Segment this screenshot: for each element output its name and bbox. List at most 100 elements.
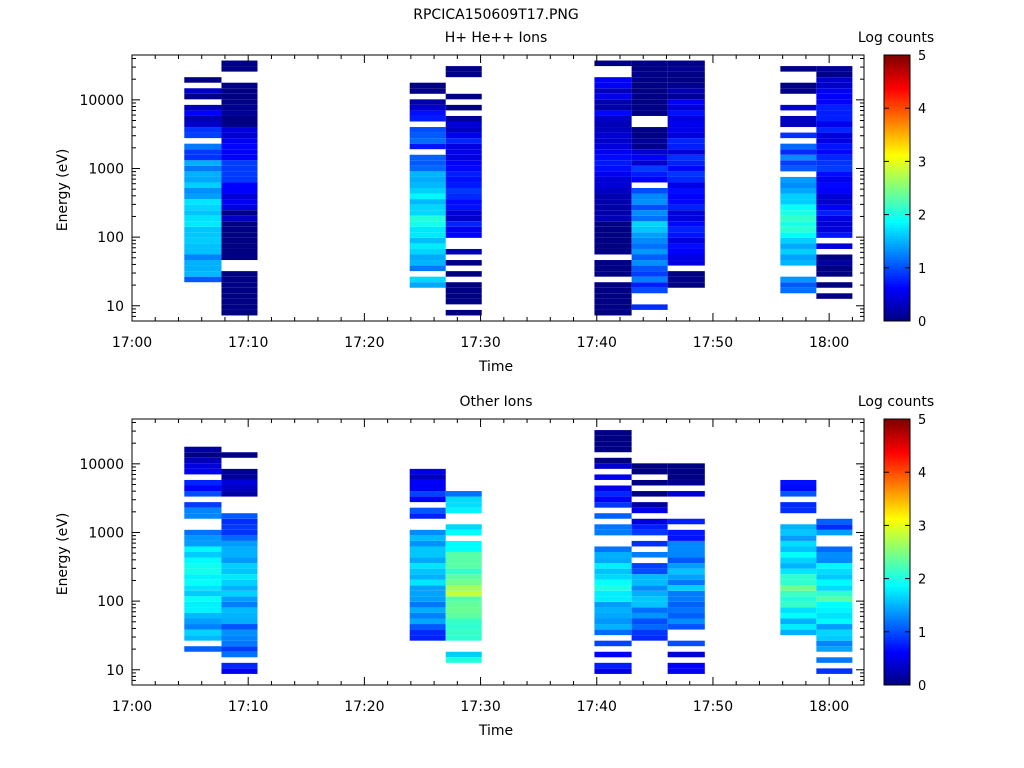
heatmap-cell — [780, 193, 817, 200]
panel-hplus: H+ He++ Ions 17:00 17:10 17:20 17:30 17:40 17… — [55, 30, 934, 375]
heatmap-cell — [594, 287, 632, 294]
heatmap-cell — [667, 546, 705, 552]
colorbar-swatch — [884, 506, 910, 510]
x-axis-label: Time — [478, 359, 513, 375]
heatmap-cell — [816, 121, 853, 128]
heatmap-cell — [184, 121, 222, 128]
colorbar-swatch — [884, 637, 910, 641]
heatmap-cell — [816, 77, 853, 83]
heatmap-cell — [594, 104, 632, 111]
heatmap-cell — [780, 188, 817, 194]
colorbar-swatch — [884, 153, 910, 157]
heatmap-cell — [631, 260, 668, 266]
colorbar-swatch — [884, 453, 910, 457]
heatmap-cell — [594, 138, 632, 144]
heatmap-cell — [780, 210, 817, 216]
heatmap-cell — [667, 215, 705, 222]
colorbar-swatch — [884, 597, 910, 601]
heatmap-cell — [221, 452, 258, 458]
heatmap-cell — [667, 132, 705, 139]
heatmap-cell — [631, 635, 668, 641]
heatmap-cell — [667, 60, 705, 67]
colorbar-swatch — [884, 647, 910, 651]
heatmap-cell — [221, 596, 258, 602]
heatmap-cell — [184, 143, 222, 150]
colorbar-swatch — [884, 440, 910, 444]
heatmap-cell — [816, 138, 853, 144]
heatmap-cell — [780, 243, 817, 249]
colorbar-swatch — [884, 265, 910, 269]
heatmap-cell — [594, 93, 632, 100]
heatmap-cell — [445, 260, 482, 266]
heatmap-cell — [816, 221, 853, 227]
colorbar-swatch — [884, 84, 910, 88]
heatmap-cell — [631, 143, 668, 150]
colorbar-swatch — [884, 613, 910, 617]
heatmap-cell — [445, 138, 482, 144]
colorbar-swatch — [884, 97, 910, 101]
heatmap-cell — [184, 485, 222, 492]
colorbar-swatch — [884, 666, 910, 670]
heatmap-cell — [780, 221, 817, 227]
heatmap-cell — [816, 149, 853, 155]
colorbar-swatch — [884, 132, 910, 136]
heatmap-cell — [221, 182, 258, 188]
heatmap-cell — [221, 210, 258, 216]
heatmap-cell — [780, 568, 817, 575]
colorbar-swatch — [884, 634, 910, 638]
heatmap-cell — [184, 149, 222, 155]
colorbar-swatch — [884, 137, 910, 141]
y-tick-label: 1000 — [88, 161, 124, 177]
heatmap-cell — [631, 568, 668, 575]
x-tick-label: 17:40 — [577, 699, 617, 715]
heatmap-cell — [631, 524, 668, 530]
heatmap-cell — [221, 165, 258, 172]
heatmap-cell — [594, 474, 632, 480]
colorbar-swatch — [884, 536, 910, 540]
heatmap-cell — [409, 607, 446, 613]
heatmap-cell — [184, 479, 222, 486]
heatmap-cell — [780, 232, 817, 238]
heatmap-cell — [409, 618, 446, 625]
heatmap-cell — [816, 529, 853, 536]
heatmap-cell — [816, 71, 853, 78]
plot-frame — [131, 54, 865, 322]
colorbar-swatch — [884, 254, 910, 258]
heatmap-cell — [221, 557, 258, 564]
colorbar-swatch — [884, 469, 910, 473]
heatmap-cell — [631, 199, 668, 205]
heatmap-cell — [594, 579, 632, 586]
heatmap-cell — [631, 210, 668, 216]
heatmap-cell — [594, 546, 632, 552]
heatmap-cell — [667, 474, 705, 480]
heatmap-cell — [409, 568, 446, 575]
panel-title: H+ He++ Ions — [445, 30, 548, 46]
colorbar-swatch — [884, 682, 910, 686]
colorbar-swatch — [884, 605, 910, 609]
heatmap-cell — [445, 143, 482, 150]
heatmap-cell — [816, 574, 853, 580]
heatmap-cell — [221, 579, 258, 586]
colorbar-swatch — [884, 653, 910, 657]
colorbar-swatch — [884, 209, 910, 213]
heatmap-cell — [631, 226, 668, 233]
y-tick-label: 100 — [97, 594, 124, 610]
heatmap-cell — [667, 88, 705, 94]
heatmap-cell — [221, 271, 258, 277]
heatmap-cell — [631, 276, 668, 283]
heatmap-cell — [409, 110, 446, 116]
heatmap-cell — [816, 215, 853, 222]
heatmap-cell — [445, 132, 482, 139]
colorbar-swatch — [884, 501, 910, 505]
heatmap-cell — [667, 596, 705, 602]
heatmap-cell — [184, 601, 222, 608]
colorbar-swatch — [884, 645, 910, 649]
heatmap-cell — [445, 215, 482, 222]
heatmap-cell — [780, 248, 817, 255]
heatmap-cell — [594, 154, 632, 161]
heatmap-cell — [667, 121, 705, 128]
heatmap-cell — [409, 629, 446, 636]
colorbar-swatch — [884, 661, 910, 665]
heatmap-cell — [667, 601, 705, 608]
colorbar-swatch — [884, 313, 910, 317]
